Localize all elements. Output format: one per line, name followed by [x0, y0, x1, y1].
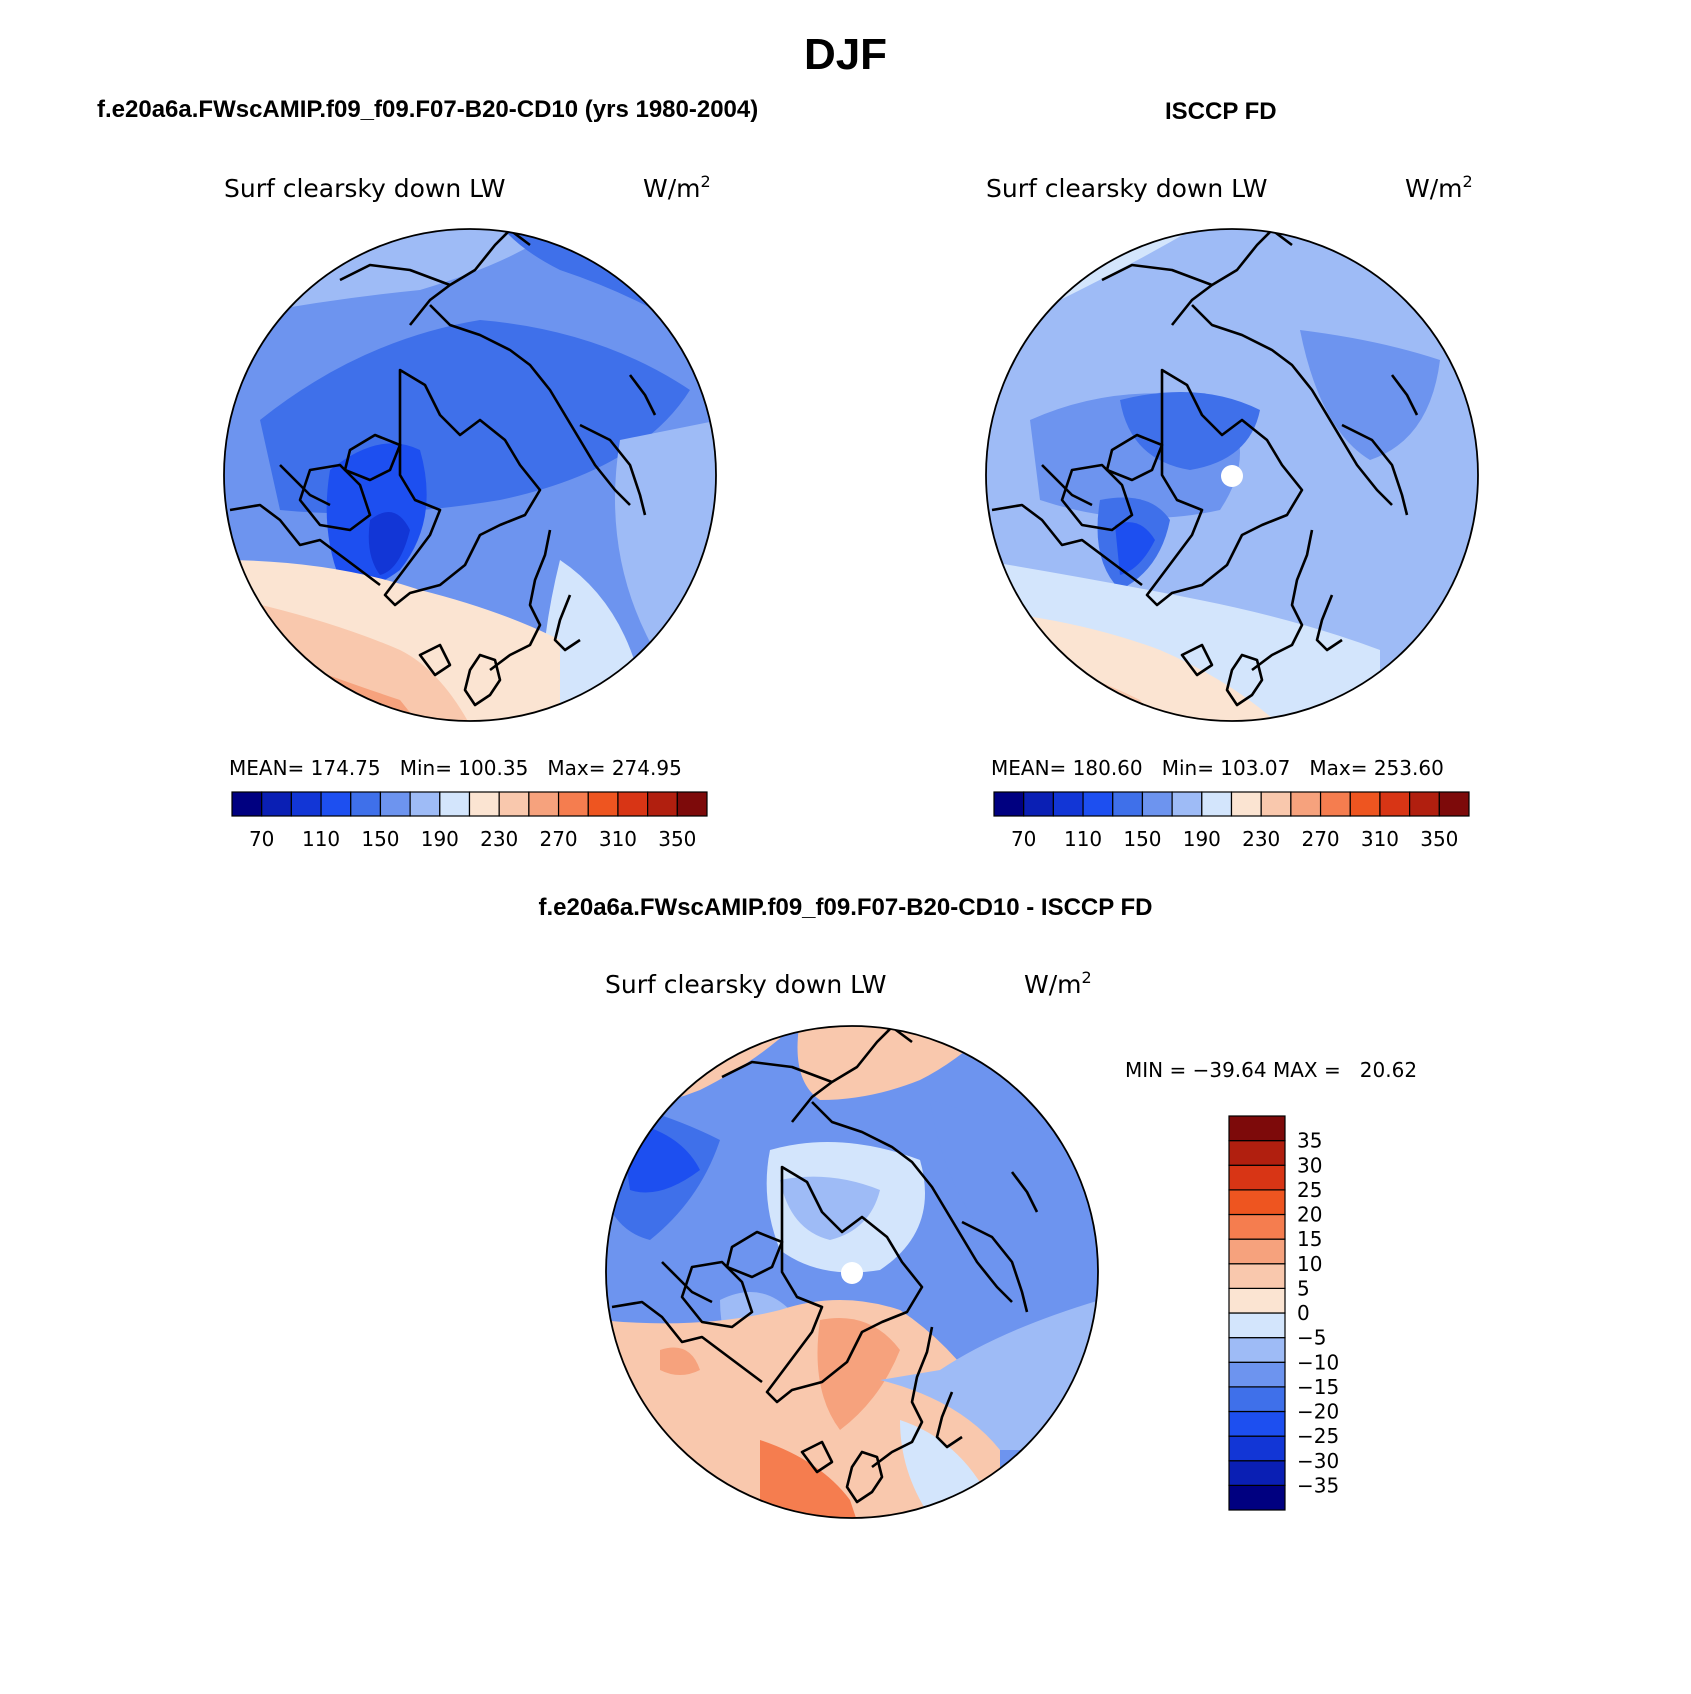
colorbar-tick-label: 0: [1297, 1301, 1310, 1325]
colorbar-tick-label: −30: [1297, 1449, 1339, 1473]
colorbar-box: [1379, 791, 1411, 817]
colorbar-box: [647, 791, 678, 817]
colorbar-tick-label: 350: [1420, 827, 1458, 851]
colorbar-box: [1082, 791, 1114, 817]
map-panel-2: [985, 228, 1479, 722]
colorbar-box: [1228, 1263, 1286, 1289]
colorbar-box: [1052, 791, 1084, 817]
colorbar-box: [1228, 1312, 1286, 1339]
colorbar-tick-label: −15: [1297, 1375, 1339, 1399]
panel-3-heading: f.e20a6a.FWscAMIP.f09_f09.F07-B20-CD10 -…: [538, 894, 1153, 921]
panel-2-stats: MEAN= 180.60 Min= 103.07 Max= 253.60: [991, 756, 1444, 780]
colorbar-tick-label: 30: [1297, 1153, 1322, 1177]
panel-2-heading: ISCCP FD: [1165, 98, 1277, 125]
colorbar-box: [1228, 1213, 1286, 1240]
colorbar-box: [1228, 1238, 1286, 1265]
colorbar-box: [1228, 1337, 1286, 1363]
colorbar-box: [290, 791, 322, 817]
colorbar-box: [587, 791, 619, 817]
colorbar-tick-label: −10: [1297, 1350, 1339, 1374]
colorbar-panel-2: 70 110 150 190 230 270 310 350: [993, 791, 1470, 851]
colorbar-tick-label: 230: [1242, 827, 1280, 851]
colorbar-box: [1228, 1435, 1286, 1462]
colorbar-box: [320, 791, 352, 817]
colorbar-tick-label: 310: [599, 827, 637, 851]
colorbar-box: [1228, 1410, 1286, 1437]
colorbar-tick-label: 110: [302, 827, 340, 851]
colorbar-tick-label: 270: [1301, 827, 1339, 851]
colorbar-box: [1171, 791, 1203, 817]
colorbar-tick-label: 10: [1297, 1252, 1322, 1276]
colorbar-tick-label: 230: [480, 827, 518, 851]
colorbar-panel-1: 70 110 150 190 230 270 310 350: [231, 791, 708, 851]
colorbar-box: [528, 791, 560, 817]
colorbar-box: [1409, 791, 1440, 817]
colorbar-box: [1112, 791, 1144, 817]
colorbar-box: [439, 791, 471, 817]
colorbar-box: [993, 791, 1025, 817]
colorbar-tick-label: 190: [421, 827, 459, 851]
figure-title: DJF: [803, 30, 888, 79]
colorbar-box: [1023, 791, 1054, 817]
panel-1-stats: MEAN= 174.75 Min= 100.35 Max= 274.95: [229, 756, 682, 780]
colorbar-box: [1230, 791, 1262, 817]
panel-1-variable: Surf clearsky down LW: [224, 174, 506, 203]
colorbar-box: [1228, 1361, 1286, 1388]
colorbar-box: [1438, 791, 1470, 817]
colorbar-tick-label: 310: [1361, 827, 1399, 851]
panel-1-heading: f.e20a6a.FWscAMIP.f09_f09.F07-B20-CD10 (…: [97, 96, 759, 123]
colorbar-box: [557, 791, 589, 817]
colorbar-tick-label: −35: [1297, 1473, 1339, 1497]
colorbar-tick-label: −25: [1297, 1424, 1339, 1448]
panel-2-variable: Surf clearsky down LW: [986, 174, 1268, 203]
colorbar-box: [1201, 791, 1233, 817]
map-panel-1: [223, 228, 717, 722]
colorbar-box: [231, 791, 263, 817]
colorbar-tick-label: 5: [1297, 1276, 1310, 1300]
colorbar-tick-label: 190: [1183, 827, 1221, 851]
colorbar-box: [1290, 791, 1322, 817]
colorbar-box: [379, 791, 411, 817]
colorbar-box: [1228, 1460, 1286, 1486]
colorbar-tick-label: 150: [361, 827, 399, 851]
colorbar-tick-label: −20: [1297, 1400, 1339, 1424]
colorbar-tick-label: 70: [249, 827, 274, 851]
panel-3-variable: Surf clearsky down LW: [605, 970, 887, 999]
colorbar-box: [1228, 1164, 1286, 1191]
colorbar-tick-label: 270: [539, 827, 577, 851]
colorbar-box: [1228, 1189, 1286, 1216]
colorbar-tick-label: 350: [658, 827, 696, 851]
colorbar-tick-label: 25: [1297, 1178, 1322, 1202]
colorbar-box: [409, 791, 441, 817]
panel-3-units: W/m2: [1024, 968, 1092, 999]
colorbar-box: [1319, 791, 1351, 817]
colorbar-box: [1260, 791, 1292, 817]
colorbar-box: [1228, 1115, 1286, 1142]
colorbar-tick-label: 150: [1123, 827, 1161, 851]
colorbar-box: [1228, 1484, 1286, 1511]
colorbar-box: [617, 791, 649, 817]
colorbar-box: [468, 791, 500, 817]
colorbar-box: [350, 791, 382, 817]
colorbar-tick-label: 15: [1297, 1227, 1322, 1251]
colorbar-tick-label: 35: [1297, 1129, 1322, 1153]
colorbar-box: [1228, 1140, 1286, 1166]
colorbar-tick-label: 20: [1297, 1203, 1322, 1227]
colorbar-box: [1141, 791, 1173, 817]
panel-3-stats: MIN = −39.64 MAX = 20.62: [1125, 1058, 1417, 1082]
colorbar-box: [1228, 1287, 1286, 1314]
panel-2-units: W/m2: [1405, 172, 1473, 203]
colorbar-box: [1349, 791, 1381, 817]
colorbar-tick-label: 110: [1064, 827, 1102, 851]
colorbar-box: [498, 791, 530, 817]
colorbar-box: [261, 791, 292, 817]
colorbar-tick-label: 70: [1011, 827, 1036, 851]
colorbar-tick-label: −5: [1297, 1326, 1326, 1350]
colorbar-box: [1228, 1386, 1286, 1413]
colorbar-box: [676, 791, 708, 817]
panel-1-units: W/m2: [643, 172, 711, 203]
map-panel-3: [605, 1025, 1099, 1519]
